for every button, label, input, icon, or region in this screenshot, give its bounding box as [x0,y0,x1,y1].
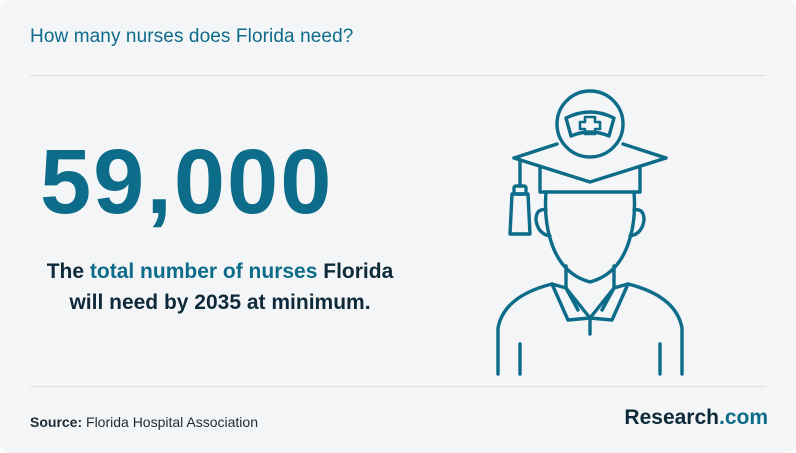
stat-value: 59,000 [40,131,334,233]
desc-part1: The [46,260,90,283]
brand-name: Research [624,406,719,429]
top-divider [30,75,766,76]
nurse-graduate-icon [490,88,690,378]
bottom-divider [30,386,766,387]
stat-description: The total number of nurses Florida will … [30,256,410,318]
desc-part2: Florida [317,260,394,283]
page-title: How many nurses does Florida need? [30,26,354,47]
brand-suffix: .com [718,406,768,429]
desc-line2: will need by 2035 at minimum. [69,291,371,314]
source-note: Source: Florida Hospital Association [30,414,258,430]
source-label: Source: [30,414,83,430]
source-text: Florida Hospital Association [82,414,258,430]
brand-logo: Research.com [624,406,768,430]
desc-highlight: total number of nurses [89,260,318,283]
